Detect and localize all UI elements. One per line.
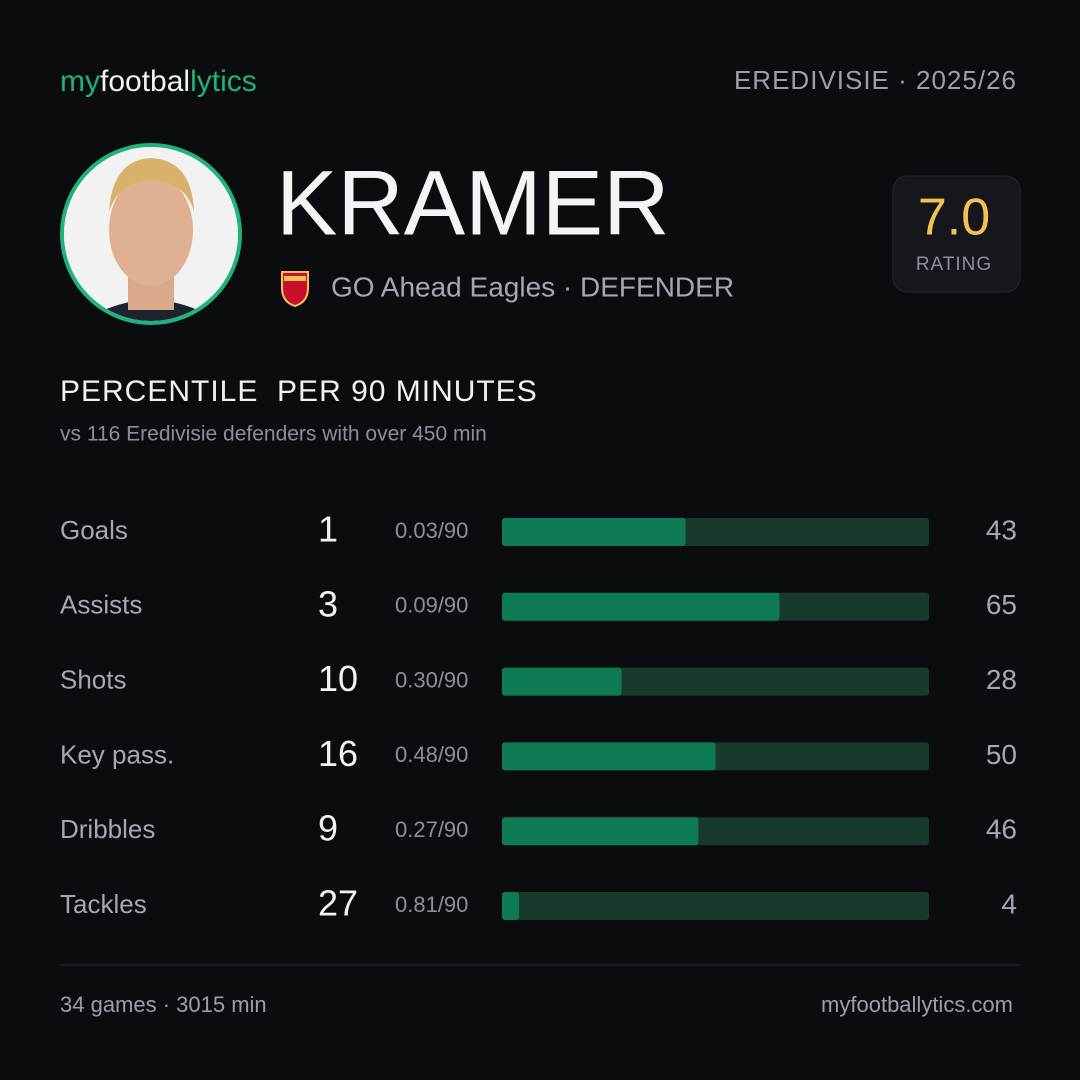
percentile-bar: [502, 817, 699, 846]
stat-per90: 0.03/90: [395, 518, 468, 543]
stat-per90: 0.09/90: [395, 593, 468, 618]
stat-percentile: 50: [986, 739, 1017, 770]
player-photo: [60, 143, 242, 325]
rating-label: RATING: [916, 254, 992, 275]
percentile-bar: [502, 892, 520, 920]
team-line: GO Ahead Eagles · DEFENDER: [331, 271, 734, 302]
stat-percentile: 28: [986, 664, 1017, 695]
stat-total: 1: [318, 509, 338, 550]
bar-track: [502, 892, 929, 920]
team-badge: [281, 271, 309, 308]
stat-total: 10: [318, 658, 358, 699]
stat-label: Tackles: [60, 889, 147, 919]
stat-per90: 0.48/90: [395, 742, 468, 767]
stat-total: 27: [318, 883, 358, 924]
stat-rows: Goals 1 0.03/90 43 Assists 3 0.09/90 65 Shots 10 0…: [60, 509, 1017, 924]
rating-value: 7.0: [918, 189, 990, 247]
stat-percentile: 4: [1001, 888, 1017, 919]
league: EREDIVISIE · 2025/26: [734, 65, 1017, 95]
stat-label: Key pass.: [60, 739, 174, 769]
percentile-bar: [502, 518, 686, 546]
player-name: KRAMER: [276, 152, 670, 254]
stat-percentile: 43: [986, 514, 1017, 545]
stat-total: 3: [318, 583, 338, 624]
stat-total: 9: [318, 808, 338, 849]
section-title: PERCENTILE PER 90 MINUTES: [60, 375, 538, 408]
stat-label: Goals: [60, 515, 128, 545]
stat-percentile: 46: [986, 814, 1017, 845]
percentile-bar: [502, 667, 622, 696]
percentile-bar: [502, 592, 780, 621]
stat-per90: 0.81/90: [395, 892, 468, 917]
section-subtitle: vs 116 Eredivisie defenders with over 45…: [60, 423, 487, 446]
percentile-bar: [502, 742, 716, 771]
stat-per90: 0.30/90: [395, 667, 468, 692]
stat-label: Shots: [60, 664, 127, 694]
logo-part: lytics: [190, 65, 257, 98]
logo-part: my: [60, 65, 100, 98]
footer-summary: 34 games · 3015 min: [60, 992, 267, 1017]
rating-box: [892, 175, 1021, 293]
logo-part: footbal: [100, 65, 190, 98]
logo: myfootballytics: [60, 65, 257, 98]
footer-site: myfootballytics.com: [821, 992, 1013, 1017]
stat-label: Dribbles: [60, 814, 155, 844]
stat-label: Assists: [60, 590, 142, 620]
stat-per90: 0.27/90: [395, 817, 468, 842]
stat-percentile: 65: [986, 589, 1017, 620]
stat-total: 16: [318, 733, 358, 774]
